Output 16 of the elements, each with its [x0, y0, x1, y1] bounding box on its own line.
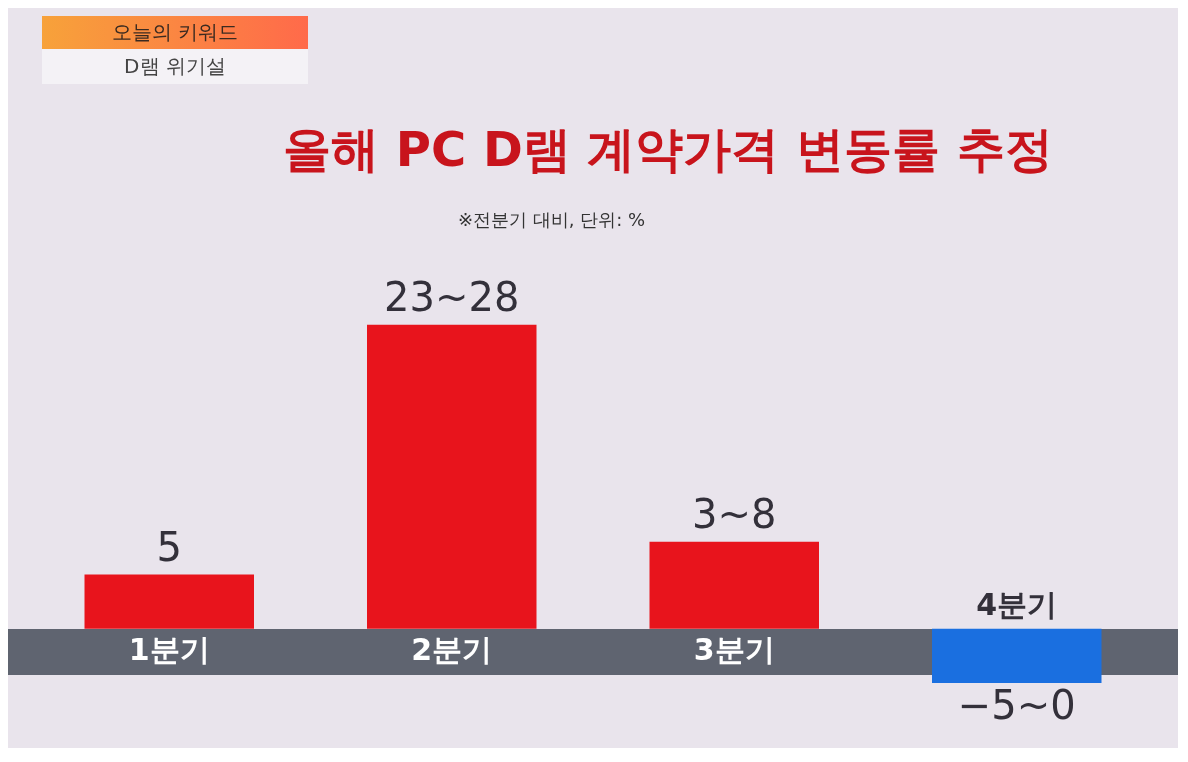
- chart-subtitle: ※전분기 대비, 단위: %: [458, 208, 646, 232]
- bar: [84, 574, 254, 629]
- data-label: 23~28: [384, 274, 520, 321]
- x-tick-label: 4분기: [976, 586, 1058, 622]
- data-label: 3~8: [692, 491, 777, 538]
- x-tick-label: 2분기: [411, 631, 493, 667]
- text: 오늘의 키워드: [42, 16, 308, 49]
- x-tick-label: 3분기: [693, 631, 775, 667]
- chart-title: 올해 PC D램 계약가격 변동률 추정: [282, 120, 1054, 179]
- bar: [367, 324, 537, 629]
- data-label: 5: [156, 523, 182, 570]
- x-tick-label: 1분기: [128, 631, 210, 667]
- bar: [649, 541, 819, 629]
- bar: [932, 628, 1102, 683]
- text: D램 위기설: [42, 49, 308, 84]
- data-label: −5~0: [957, 682, 1076, 729]
